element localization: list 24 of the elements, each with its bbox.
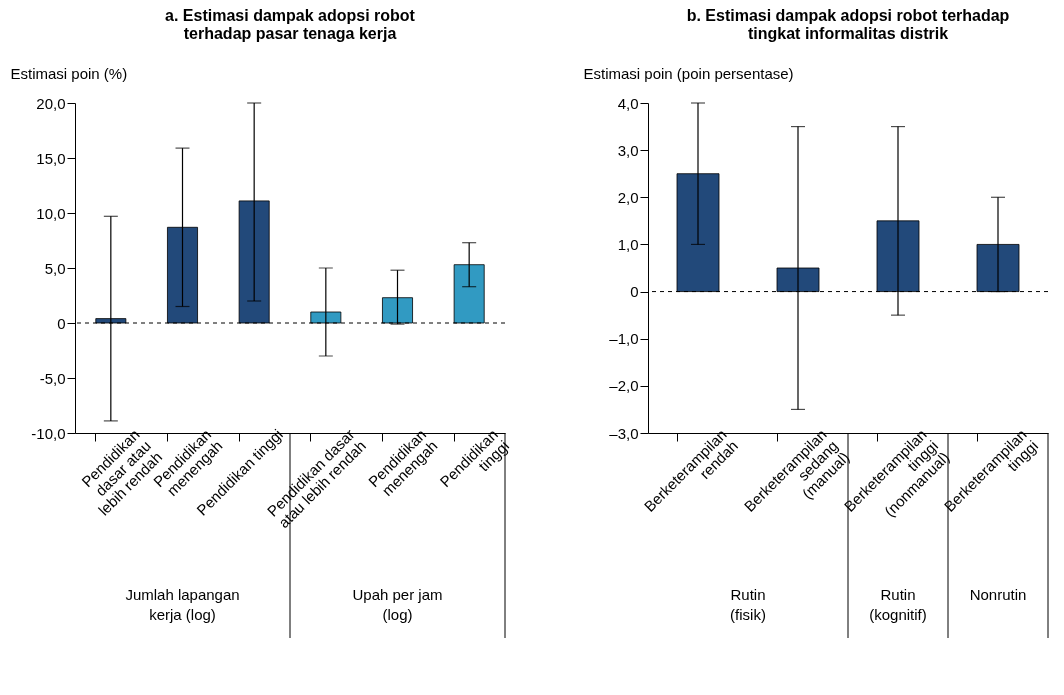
y-tick-label: –3,0	[609, 424, 639, 442]
y-tick-label: -10,0	[31, 424, 66, 442]
y-tick-label: 5,0	[44, 259, 66, 277]
text: Jumlah lapangan kerja (log)	[125, 586, 240, 623]
y-axis-title: Estimasi poin (poin persentase)	[583, 64, 794, 82]
y-tick-label: 20,0	[36, 94, 66, 112]
y-tick-label: 0	[57, 314, 66, 332]
text: Rutin (fisik)	[730, 586, 766, 623]
y-tick-label: 0	[630, 283, 639, 301]
y-tick-label: –2,0	[609, 377, 639, 395]
y-tick-label: 15,0	[36, 149, 66, 167]
y-tick-label: 3,0	[617, 141, 639, 159]
y-axis-title: Estimasi poin (%)	[10, 64, 128, 82]
y-tick-label: 1,0	[617, 235, 639, 253]
text: Rutin (kognitif)	[869, 586, 927, 623]
y-tick-label: 10,0	[36, 204, 66, 222]
y-tick-label: 2,0	[617, 188, 639, 206]
y-tick-label: -5,0	[39, 369, 66, 387]
chart-title: b. Estimasi dampak adopsi robot terhadap tingkat informalitas distrik	[686, 7, 1010, 42]
y-tick-label: –1,0	[609, 330, 639, 348]
text: Upah per jam (log)	[352, 586, 443, 623]
y-tick-label: 4,0	[617, 94, 639, 112]
chart-title: a. Estimasi dampak adopsi robot terhadap pasar tenaga kerja	[165, 7, 416, 42]
text: Nonrutin	[969, 586, 1027, 603]
